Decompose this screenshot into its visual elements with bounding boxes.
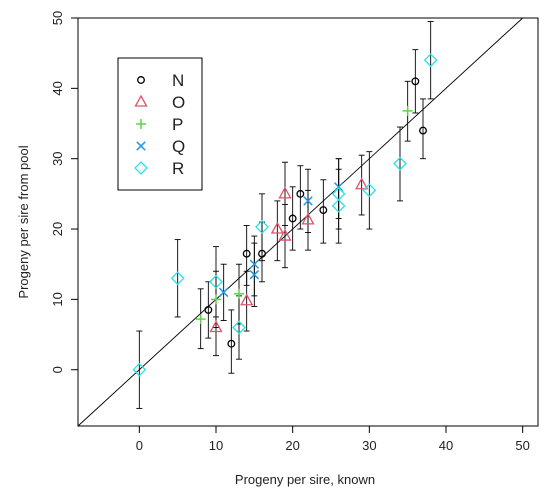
- legend-marker-p: [136, 119, 146, 129]
- legend-label-n: N: [172, 71, 184, 90]
- point-n: [411, 77, 420, 86]
- point-r: [255, 220, 269, 234]
- point-n: [242, 249, 251, 258]
- point-r: [331, 198, 346, 213]
- error-bar: [358, 154, 365, 216]
- point-q: [333, 182, 344, 192]
- point-n: [258, 249, 266, 258]
- x-tick-label: 30: [362, 438, 376, 453]
- y-axis: 0 10 20 30 40 50: [50, 11, 79, 373]
- legend-marker-o: [134, 94, 148, 107]
- error-bar: [282, 161, 288, 226]
- y-tick-label: 0: [50, 366, 65, 373]
- legend-label-r: R: [172, 159, 184, 178]
- y-tick-label: 50: [50, 11, 65, 25]
- error-bar: [136, 330, 143, 409]
- y-tick-label: 20: [50, 222, 65, 236]
- legend-box: [117, 57, 203, 191]
- x-tick-label: 50: [515, 438, 529, 453]
- point-o: [240, 293, 254, 306]
- error-bar: [289, 186, 296, 251]
- legend-label-q: Q: [172, 137, 185, 156]
- y-tick-label: 30: [50, 151, 65, 165]
- x-axis-title: Progeny per sire, known: [235, 472, 375, 487]
- error-bar: [213, 246, 219, 318]
- error-bar: [259, 193, 265, 262]
- point-q: [303, 196, 313, 206]
- point-q: [218, 287, 229, 298]
- error-bar: [412, 49, 419, 114]
- error-bar: [427, 21, 434, 100]
- error-bar: [251, 235, 258, 297]
- error-bar: [205, 281, 212, 339]
- legend-marker-r: [134, 161, 148, 175]
- point-q: [249, 259, 260, 269]
- x-tick-label: 40: [439, 438, 453, 453]
- point-n: [296, 189, 305, 198]
- error-bar: [274, 200, 281, 262]
- point-r: [132, 362, 147, 377]
- point-o: [270, 221, 284, 234]
- point-r: [362, 183, 377, 198]
- point-o: [355, 177, 369, 190]
- y-tick-label: 40: [50, 81, 65, 95]
- x-axis: 0 10 20 30 40 50: [136, 425, 530, 453]
- point-p: [402, 105, 413, 116]
- legend-marker-n: [137, 76, 145, 84]
- point-p: [234, 288, 244, 299]
- y-tick-label: 10: [50, 292, 65, 306]
- point-p: [211, 294, 221, 305]
- error-bar: [335, 158, 342, 230]
- error-bar: [320, 179, 327, 244]
- point-r: [331, 186, 346, 201]
- legend-marker-q: [136, 141, 146, 151]
- point-r: [393, 156, 407, 171]
- legend-label-o: O: [172, 93, 185, 112]
- x-tick-label: 10: [209, 438, 223, 453]
- point-n: [227, 339, 236, 348]
- point-p: [195, 314, 206, 325]
- point-n: [419, 126, 427, 135]
- point-r: [232, 320, 246, 335]
- point-q: [249, 270, 260, 280]
- legend-label-p: P: [172, 115, 183, 134]
- point-o: [278, 228, 292, 241]
- point-n: [319, 206, 328, 214]
- point-r: [209, 274, 223, 289]
- point-o: [301, 212, 315, 225]
- error-bar: [228, 309, 235, 374]
- x-tick-label: 20: [285, 438, 299, 453]
- point-o: [278, 186, 292, 199]
- point-r: [170, 271, 185, 286]
- point-r: [423, 53, 438, 68]
- error-bar: [366, 151, 373, 230]
- point-n: [288, 214, 297, 223]
- error-bars: [136, 21, 434, 409]
- y-axis-title: Progeny per sire from pool: [16, 145, 31, 298]
- error-bar: [420, 98, 426, 160]
- error-bar: [397, 126, 403, 202]
- error-bar: [243, 270, 250, 332]
- point-o: [209, 320, 223, 333]
- x-tick-label: 0: [136, 438, 143, 453]
- point-n: [204, 305, 213, 314]
- error-bar: [174, 239, 181, 318]
- data-points: [132, 53, 438, 377]
